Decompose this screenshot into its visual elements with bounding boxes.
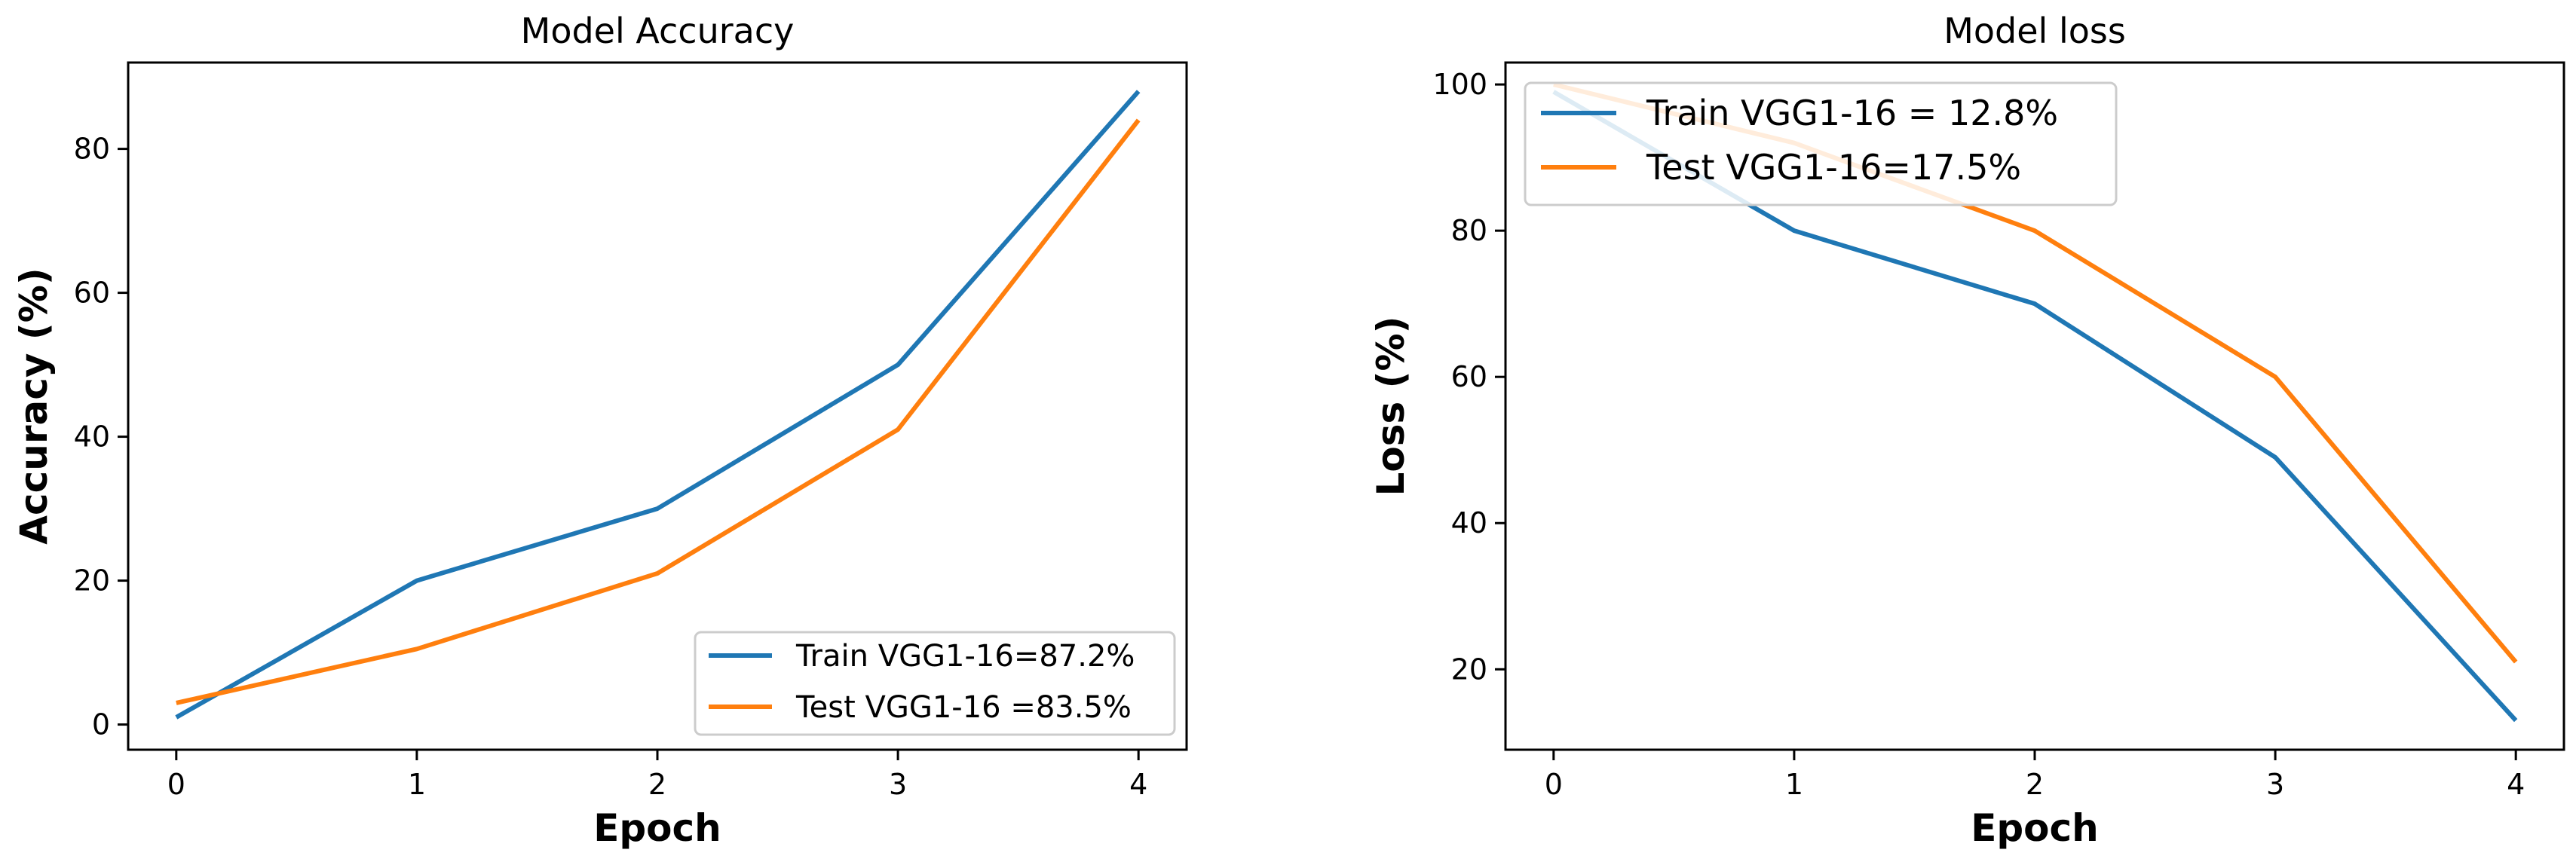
loss-y-axis: 20 40 60 80 100 — [1432, 68, 1505, 686]
loss-chart: Model loss 0 1 2 3 4 — [1369, 11, 2565, 850]
accuracy-y-tick-label-0: 0 — [92, 708, 110, 741]
accuracy-x-tick-label-3: 3 — [889, 768, 907, 801]
loss-legend-label-test: Test VGG1-16=17.5% — [1646, 147, 2021, 188]
accuracy-x-tick-label-2: 2 — [648, 768, 666, 801]
loss-legend-label-train: Train VGG1-16 = 12.8% — [1646, 93, 2058, 133]
accuracy-x-axis: 0 1 2 3 4 — [167, 750, 1147, 801]
loss-y-tick-label-20: 20 — [1451, 653, 1487, 686]
loss-legend: Train VGG1-16 = 12.8% Test VGG1-16=17.5% — [1524, 81, 2118, 206]
accuracy-y-axis: 0 20 40 60 80 — [74, 133, 128, 741]
loss-legend-box — [1524, 81, 2118, 206]
accuracy-legend-label-train: Train VGG1-16=87.2% — [795, 639, 1135, 674]
accuracy-legend-box — [694, 631, 1176, 736]
accuracy-chart-title: Model Accuracy — [521, 11, 795, 51]
loss-x-tick-label-0: 0 — [1545, 768, 1563, 801]
loss-x-axis-label: Epoch — [1971, 806, 2099, 850]
loss-x-axis: 0 1 2 3 4 — [1545, 750, 2525, 801]
accuracy-x-axis-label: Epoch — [593, 806, 721, 850]
accuracy-y-tick-label-40: 40 — [74, 420, 110, 454]
loss-x-tick-label-1: 1 — [1785, 768, 1803, 801]
loss-chart-title: Model loss — [1943, 11, 2126, 51]
accuracy-x-tick-label-4: 4 — [1129, 768, 1147, 801]
accuracy-legend: Train VGG1-16=87.2% Test VGG1-16 =83.5% — [694, 631, 1176, 736]
accuracy-series-layer — [175, 90, 1141, 720]
accuracy-y-tick-label-60: 60 — [74, 277, 110, 310]
accuracy-test-line — [176, 118, 1141, 705]
loss-y-tick-label-40: 40 — [1451, 506, 1487, 539]
accuracy-y-tick-label-20: 20 — [74, 564, 110, 598]
loss-x-tick-label-3: 3 — [2266, 768, 2284, 801]
accuracy-chart: Model Accuracy 0 1 2 3 4 — [12, 11, 1188, 850]
accuracy-legend-label-test: Test VGG1-16 =83.5% — [795, 690, 1132, 725]
loss-y-tick-label-80: 80 — [1451, 214, 1487, 247]
loss-y-axis-label: Loss (%) — [1369, 316, 1413, 497]
accuracy-x-tick-label-1: 1 — [408, 768, 426, 801]
loss-y-tick-label-60: 60 — [1451, 360, 1487, 393]
loss-y-tick-label-100: 100 — [1432, 68, 1487, 101]
accuracy-train-line — [175, 90, 1141, 720]
accuracy-y-tick-label-80: 80 — [74, 133, 110, 166]
accuracy-x-tick-label-0: 0 — [167, 768, 185, 801]
loss-x-tick-label-2: 2 — [2026, 768, 2044, 801]
loss-x-tick-label-4: 4 — [2507, 768, 2525, 801]
accuracy-y-axis-label: Accuracy (%) — [12, 267, 56, 544]
